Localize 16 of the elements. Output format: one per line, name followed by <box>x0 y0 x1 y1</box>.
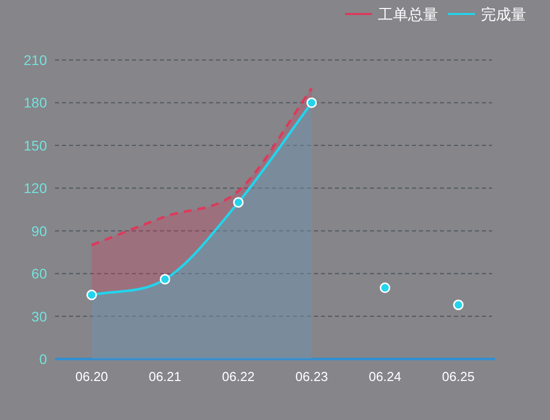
legend-label: 工单总量 <box>378 6 438 24</box>
ytick-label: 210 <box>24 52 47 68</box>
legend-label: 完成量 <box>481 6 526 24</box>
xtick-label: 06.21 <box>148 369 182 384</box>
xtick-label: 06.23 <box>295 369 328 384</box>
ytick-label: 0 <box>39 351 47 367</box>
xtick-label: 06.22 <box>222 369 255 384</box>
ytick-label: 120 <box>24 180 47 196</box>
ytick-label: 180 <box>24 94 47 111</box>
xtick-label: 06.24 <box>368 369 402 384</box>
xtick-label: 06.25 <box>442 369 475 384</box>
ytick-label: 90 <box>31 222 47 239</box>
xtick-label: 06.20 <box>75 369 108 384</box>
ytick-label: 150 <box>24 137 47 154</box>
ytick-label: 30 <box>31 308 47 324</box>
ytick-label: 60 <box>31 266 47 282</box>
